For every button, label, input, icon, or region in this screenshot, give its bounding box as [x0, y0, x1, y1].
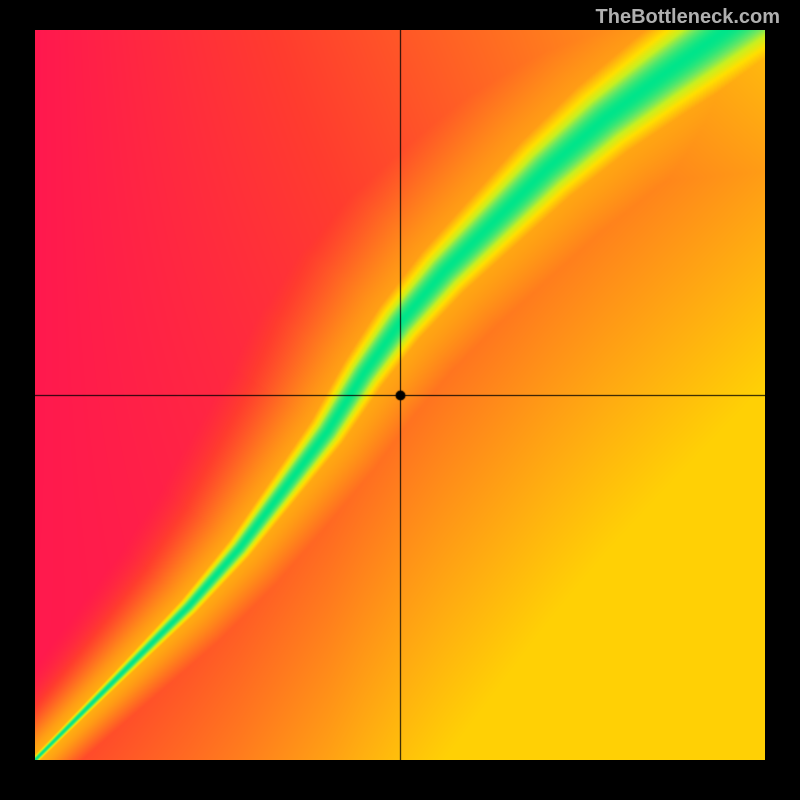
watermark-text: TheBottleneck.com — [596, 6, 780, 29]
heatmap-canvas — [35, 30, 765, 760]
plot-container — [35, 30, 765, 760]
